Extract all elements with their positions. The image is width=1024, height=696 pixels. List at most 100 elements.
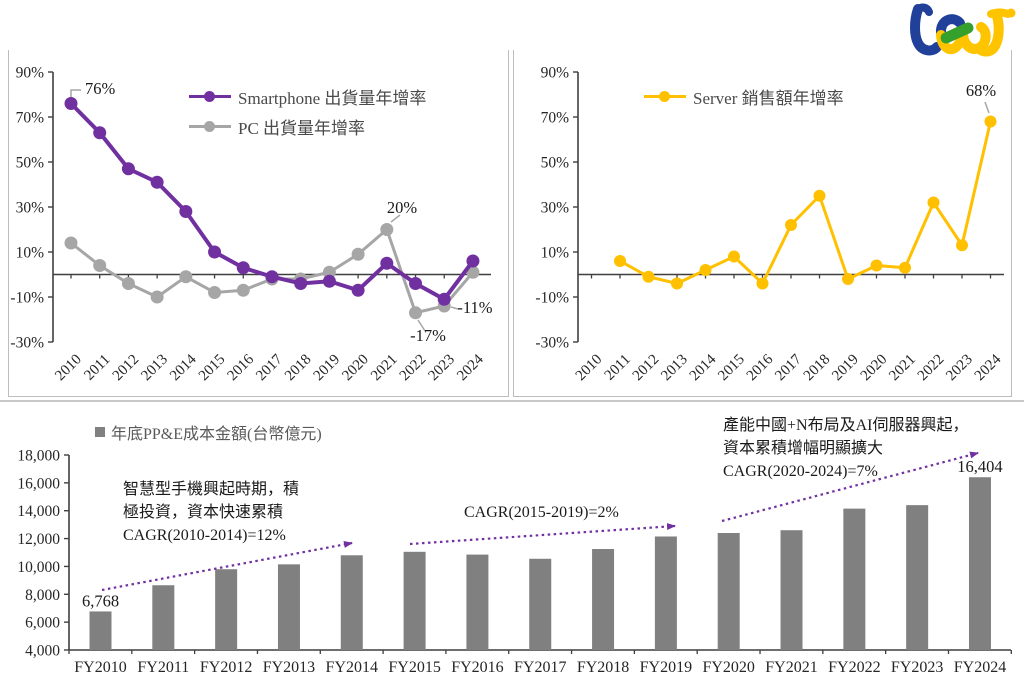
annotation-smartphone-era: 智慧型手機興起時期，積 極投資，資本快速累積 CAGR(2010-2014)=1… [123, 478, 299, 547]
tej-logo [910, 3, 1016, 57]
svg-text:2010: 2010 [52, 352, 85, 385]
svg-text:FY2024: FY2024 [954, 659, 1006, 676]
svg-text:30%: 30% [541, 200, 570, 217]
svg-text:20%: 20% [387, 198, 418, 217]
svg-text:2020: 2020 [339, 352, 372, 385]
server-legend: Server 銷售額年增率 [644, 81, 844, 111]
svg-text:FY2012: FY2012 [200, 659, 252, 676]
svg-text:2012: 2012 [110, 352, 143, 385]
svg-text:FY2014: FY2014 [326, 659, 378, 676]
svg-text:70%: 70% [541, 110, 570, 127]
annotation-line: 智慧型手機興起時期，積 [123, 481, 300, 498]
ppe-bar-chart: 18,000 16,000 14,000 12,000 10,000 8,000 6,000… [17, 448, 1012, 676]
svg-text:FY2020: FY2020 [702, 659, 754, 676]
svg-text:2017: 2017 [253, 351, 286, 384]
server-chart: 90%70%50%30%10%-10%-30%20102011201220132… [535, 65, 1005, 385]
svg-text:50%: 50% [16, 155, 45, 172]
svg-text:2016: 2016 [225, 351, 258, 384]
svg-text:2012: 2012 [630, 352, 663, 385]
svg-text:50%: 50% [541, 155, 570, 172]
svg-text:2013: 2013 [658, 352, 691, 385]
svg-text:2015: 2015 [196, 352, 229, 385]
svg-text:FY2019: FY2019 [640, 659, 692, 676]
svg-text:2021: 2021 [368, 352, 401, 385]
svg-text:2018: 2018 [801, 352, 834, 385]
svg-text:2015: 2015 [715, 352, 748, 385]
svg-text:2022: 2022 [915, 352, 948, 385]
svg-text:FY2018: FY2018 [577, 659, 629, 676]
legend-item-pc: PC 出貨量年增率 [189, 111, 426, 141]
svg-text:FY2022: FY2022 [828, 659, 880, 676]
svg-text:10%: 10% [541, 245, 570, 262]
svg-text:FY2013: FY2013 [263, 659, 315, 676]
section-divider [0, 400, 1024, 402]
svg-text:18,000: 18,000 [17, 448, 60, 465]
annotation-ai-server-era: 產能中國+N布局及AI伺服器興起， 資本累積增幅明顯擴大 CAGR(2020-2… [723, 414, 968, 483]
svg-text:76%: 76% [85, 79, 116, 98]
server-panel: 90% 70% 50% 30% 10% -10% -30% 2010 2011 2012 2013 2… [513, 50, 1012, 397]
svg-text:2023: 2023 [426, 352, 459, 385]
svg-text:2011: 2011 [81, 352, 113, 384]
svg-text:2023: 2023 [943, 352, 976, 385]
annotation-line: 資本累積增幅明顯擴大 [723, 440, 884, 457]
svg-text:FY2021: FY2021 [765, 659, 817, 676]
legend-item-smartphone: Smartphone 出貨量年增率 [189, 81, 426, 111]
svg-text:2024: 2024 [454, 351, 487, 384]
smartphone-pc-panel: 90% 70% 50% 30% 10% -10% -30% 2010 2011 2012 2013 2… [8, 50, 509, 397]
svg-text:2014: 2014 [687, 351, 720, 384]
svg-text:FY2010: FY2010 [74, 659, 126, 676]
svg-text:-30%: -30% [10, 335, 44, 352]
annotation-line: CAGR(2015-2019)=2% [464, 504, 619, 521]
svg-text:2017: 2017 [772, 351, 805, 384]
svg-text:12,000: 12,000 [17, 531, 60, 548]
svg-text:2021: 2021 [886, 352, 919, 385]
legend-label-server: Server 銷售額年增率 [693, 88, 844, 108]
svg-text:-11%: -11% [457, 298, 492, 317]
svg-text:-30%: -30% [535, 335, 569, 352]
svg-text:-10%: -10% [10, 290, 44, 307]
svg-text:2011: 2011 [602, 352, 634, 384]
svg-text:8,000: 8,000 [25, 587, 60, 604]
svg-text:FY2011: FY2011 [137, 659, 189, 676]
svg-text:-10%: -10% [535, 290, 569, 307]
svg-text:-17%: -17% [410, 326, 446, 345]
svg-text:10,000: 10,000 [17, 559, 60, 576]
svg-text:2024: 2024 [972, 351, 1005, 384]
svg-text:FY2015: FY2015 [388, 659, 440, 676]
svg-text:16,000: 16,000 [17, 475, 60, 492]
legend-label-pc: PC 出貨量年增率 [238, 118, 366, 138]
svg-text:10%: 10% [16, 245, 45, 262]
svg-text:2013: 2013 [138, 352, 171, 385]
smartphone-pc-chart: 90%70%50%30%10%-10%-30%20102011201220132… [10, 65, 492, 385]
svg-text:90%: 90% [16, 65, 45, 82]
svg-text:2010: 2010 [573, 352, 606, 385]
svg-text:90%: 90% [541, 65, 570, 82]
legend-label-smartphone: Smartphone 出貨量年增率 [238, 88, 427, 108]
svg-text:70%: 70% [16, 110, 45, 127]
annotation-cagr-2015-2019: CAGR(2015-2019)=2% [464, 501, 619, 524]
svg-text:2014: 2014 [167, 351, 200, 384]
svg-text:FY2016: FY2016 [451, 659, 503, 676]
svg-text:2022: 2022 [397, 352, 430, 385]
svg-text:2020: 2020 [858, 352, 891, 385]
smartphone-series-marker [189, 90, 231, 103]
ppe-legend: 年底PP&E成本金額(台幣億元) [95, 420, 322, 444]
annotation-line: 產能中國+N布局及AI伺服器興起， [723, 417, 969, 434]
svg-text:30%: 30% [16, 200, 45, 217]
svg-text:6,000: 6,000 [25, 615, 60, 632]
legend-item-server: Server 銷售額年增率 [644, 81, 844, 111]
svg-text:2019: 2019 [829, 352, 862, 385]
svg-text:2019: 2019 [311, 352, 344, 385]
svg-text:68%: 68% [966, 81, 997, 100]
annotation-line: CAGR(2020-2024)=7% [723, 463, 878, 480]
svg-text:6,768: 6,768 [82, 591, 119, 610]
svg-text:FY2023: FY2023 [891, 659, 943, 676]
pc-series-marker [189, 120, 231, 133]
ppe-legend-label: 年底PP&E成本金額(台幣億元) [111, 426, 322, 443]
svg-text:2018: 2018 [282, 352, 315, 385]
annotation-line: 極投資，資本快速累積 [123, 504, 284, 521]
svg-text:FY2017: FY2017 [514, 659, 566, 676]
annotation-line: CAGR(2010-2014)=12% [123, 527, 286, 544]
ppe-legend-swatch [95, 427, 105, 437]
